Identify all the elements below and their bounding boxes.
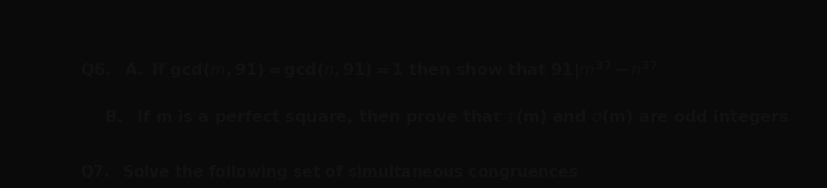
Text: $\mathbf{B.}$  If m is a perfect square, then prove that $\mathbf{\mathit{\tau}(: $\mathbf{B.}$ If m is a perfect square, … [104, 108, 789, 127]
Text: $\mathbf{Q6.\ \ A.}$ If $\mathbf{gcd(}$$\mathbf{\mathit{m}}$$\mathbf{,91) = gcd(: $\mathbf{Q6.\ \ A.}$ If $\mathbf{gcd(}$$… [79, 59, 657, 82]
Text: $\mathbf{Q7.\ \ }$Solve the following set of simultaneous congruences: $\mathbf{Q7.\ \ }$Solve the following se… [79, 163, 577, 182]
